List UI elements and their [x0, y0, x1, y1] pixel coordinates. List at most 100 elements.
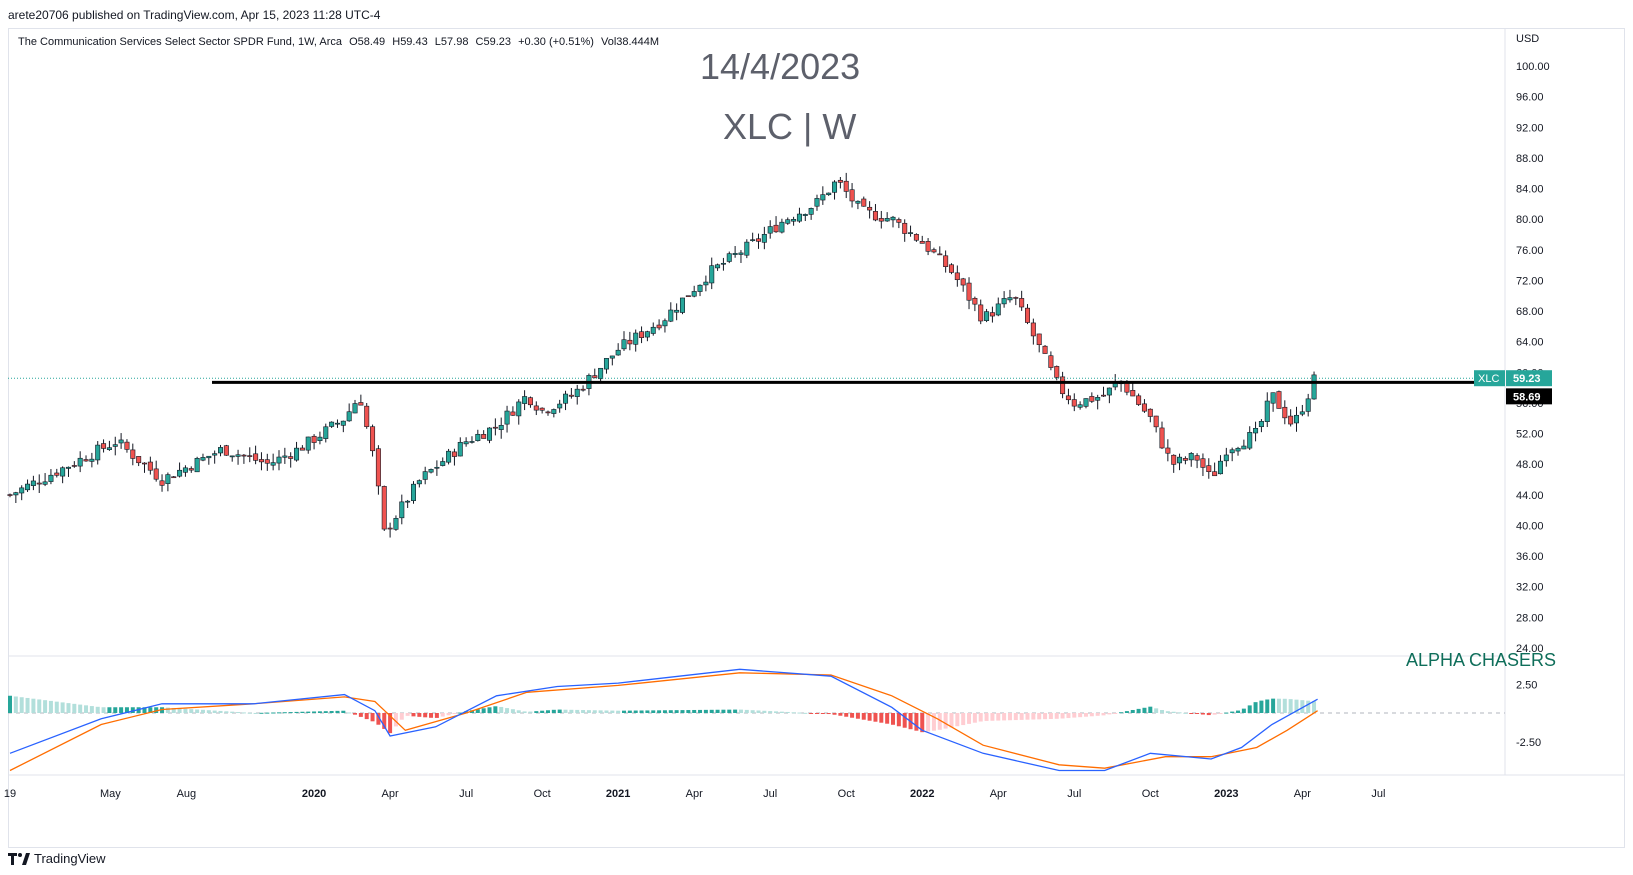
legend-low: L57.98	[434, 36, 469, 48]
candle-body	[504, 410, 510, 425]
histogram-bar	[891, 713, 896, 725]
time-axis-label: Apr	[990, 788, 1007, 800]
candle-body	[972, 297, 978, 305]
time-axis-label: Oct	[534, 788, 551, 800]
histogram-bar	[405, 713, 410, 716]
histogram-bar	[949, 713, 954, 728]
histogram-bar	[604, 710, 609, 713]
histogram-bar	[1183, 712, 1188, 714]
histogram-bar	[1048, 713, 1053, 719]
candle-body	[253, 453, 259, 461]
candle-body	[832, 181, 838, 193]
price-tick-label: 80.00	[1516, 214, 1544, 226]
candle-body	[498, 424, 504, 430]
histogram-bar	[861, 713, 866, 720]
candle-body	[802, 214, 808, 216]
candle-body	[849, 189, 855, 202]
candle-body	[896, 219, 902, 223]
candle-body	[264, 459, 270, 464]
candle-body	[1036, 333, 1042, 346]
candle-body	[756, 238, 762, 242]
candle-body	[276, 456, 282, 464]
histogram-bar	[306, 711, 311, 713]
candle-body	[141, 462, 147, 465]
candle-body	[1042, 345, 1048, 354]
histogram-bar	[902, 713, 907, 728]
histogram-bar	[721, 709, 726, 713]
histogram-bar	[1218, 713, 1223, 714]
candle-body	[393, 518, 399, 530]
histogram-bar	[639, 710, 644, 713]
candle-body	[1206, 465, 1212, 472]
candle-body	[1235, 447, 1241, 452]
histogram-bar	[1265, 699, 1270, 713]
histogram-bar	[762, 710, 767, 713]
candle-body	[1258, 421, 1264, 428]
candle-body	[440, 461, 446, 466]
histogram-bar	[113, 707, 118, 713]
histogram-bar	[8, 695, 12, 713]
price-tick-label: 40.00	[1516, 520, 1544, 532]
histogram-bar	[1195, 713, 1200, 714]
candle-body	[1089, 396, 1095, 402]
candle-body	[726, 253, 732, 262]
candle-body	[7, 494, 13, 496]
candle-body	[1194, 455, 1200, 461]
time-axis-label: Oct	[1142, 788, 1159, 800]
candle-body	[1311, 374, 1317, 400]
histogram-bar	[423, 713, 428, 718]
histogram-bar	[358, 713, 363, 717]
histogram-bar	[1148, 706, 1153, 713]
candle-body	[978, 304, 984, 322]
histogram-bar	[674, 710, 679, 713]
histogram-bar	[1066, 713, 1071, 719]
histogram-bar	[370, 713, 375, 722]
candle-body	[457, 441, 463, 457]
time-axis-label: May	[100, 788, 121, 800]
candle-body	[294, 447, 300, 461]
histogram-bar	[756, 710, 761, 713]
candle-body	[984, 311, 990, 321]
candle-body	[621, 339, 627, 350]
histogram-bar	[206, 710, 211, 713]
histogram-bar	[1060, 713, 1065, 719]
candle-body	[533, 405, 539, 411]
histogram-bar	[1300, 700, 1305, 713]
histogram-bar	[926, 713, 931, 732]
candle-body	[527, 397, 533, 406]
price-tick-label: 96.00	[1516, 92, 1544, 104]
histogram-bar	[154, 707, 159, 713]
brand-text: ALPHA CHASERS	[1406, 650, 1557, 670]
histogram-bar	[119, 707, 124, 713]
candle-body	[1136, 395, 1142, 405]
candle-body	[902, 222, 908, 234]
candle-body	[568, 394, 574, 397]
price-tick-label: 88.00	[1516, 153, 1544, 165]
candle-body	[1241, 445, 1247, 450]
histogram-bar	[78, 704, 83, 713]
time-axis-label: Jul	[459, 788, 473, 800]
histogram-bar	[633, 710, 638, 713]
candle-body	[925, 241, 931, 252]
footer[interactable]: TradingView	[8, 851, 106, 866]
histogram-bar	[429, 713, 434, 718]
histogram-bar	[1177, 712, 1182, 714]
histogram-bar	[645, 710, 650, 713]
histogram-bar	[569, 709, 574, 713]
candle-body	[229, 455, 235, 458]
candle-body	[592, 375, 598, 379]
histogram-bar	[487, 707, 492, 713]
histogram-bar	[1019, 713, 1024, 720]
watermark-symbol: XLC | W	[723, 106, 857, 147]
histogram-bar	[195, 709, 200, 713]
symbol-tag	[1474, 370, 1505, 387]
candle-body	[627, 339, 633, 345]
candle-body	[77, 457, 83, 467]
candle-body	[791, 219, 797, 222]
time-axis-label: Apr	[1294, 788, 1311, 800]
histogram-bar	[879, 713, 884, 723]
candle-body	[1182, 458, 1188, 461]
histogram-bar	[224, 711, 229, 713]
tradingview-logo-icon	[8, 852, 30, 865]
